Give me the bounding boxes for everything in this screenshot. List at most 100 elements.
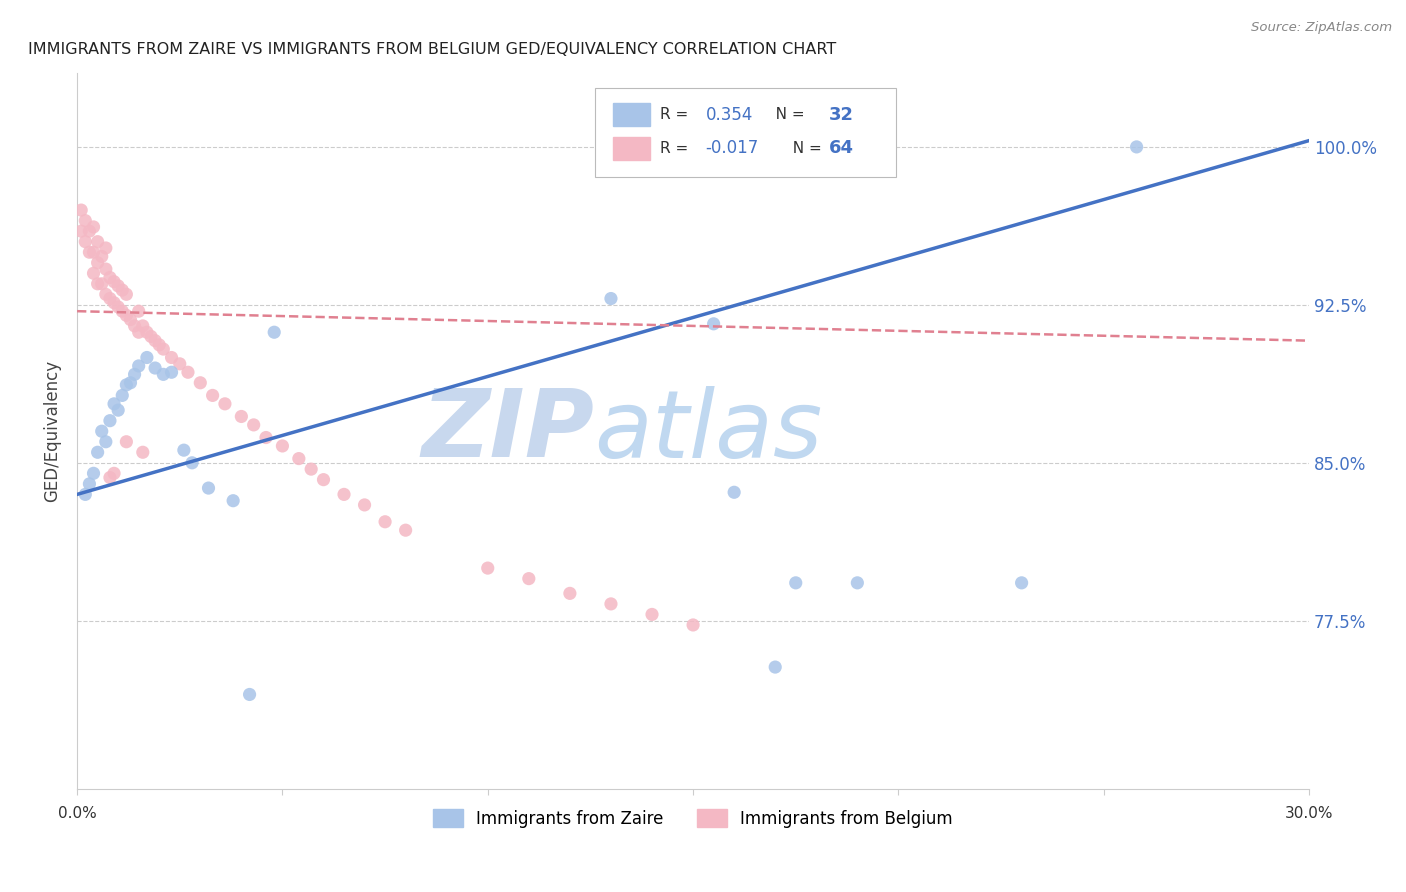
Point — [271, 439, 294, 453]
Text: R =: R = — [659, 107, 697, 122]
Point — [600, 597, 623, 611]
Point — [90, 424, 112, 438]
Point — [558, 586, 581, 600]
Point — [846, 575, 869, 590]
Point — [128, 359, 150, 373]
Point — [94, 241, 117, 255]
Text: N =: N = — [761, 107, 810, 122]
Point — [124, 368, 146, 382]
Point — [312, 473, 335, 487]
Point — [160, 351, 183, 365]
Point — [128, 304, 150, 318]
Point — [143, 361, 166, 376]
Point — [75, 487, 97, 501]
Text: N =: N = — [783, 141, 827, 156]
Point — [214, 397, 236, 411]
Point — [763, 660, 786, 674]
Point — [83, 467, 105, 481]
Point — [785, 575, 807, 590]
Point — [94, 287, 117, 301]
Text: -0.017: -0.017 — [706, 139, 759, 157]
Point — [79, 476, 101, 491]
Text: 0.354: 0.354 — [706, 106, 752, 124]
Point — [124, 318, 146, 333]
Point — [682, 618, 704, 632]
Point — [120, 376, 142, 390]
Point — [177, 365, 200, 379]
Point — [1125, 140, 1147, 154]
Legend: Immigrants from Zaire, Immigrants from Belgium: Immigrants from Zaire, Immigrants from B… — [426, 803, 960, 835]
Text: 0.0%: 0.0% — [58, 806, 97, 821]
Point — [152, 368, 174, 382]
Point — [90, 277, 112, 291]
Point — [103, 467, 125, 481]
Point — [70, 224, 93, 238]
FancyBboxPatch shape — [595, 87, 897, 177]
Point — [98, 292, 121, 306]
Point — [86, 445, 108, 459]
Point — [111, 304, 134, 318]
Point — [90, 249, 112, 263]
Point — [83, 266, 105, 280]
Point — [600, 292, 623, 306]
Point — [641, 607, 664, 622]
Point — [181, 456, 204, 470]
Point — [152, 342, 174, 356]
Point — [86, 256, 108, 270]
Point — [135, 351, 157, 365]
Point — [115, 287, 138, 301]
Point — [299, 462, 322, 476]
Text: 32: 32 — [828, 106, 853, 124]
Point — [148, 338, 170, 352]
Point — [239, 688, 262, 702]
Point — [120, 312, 142, 326]
Point — [703, 317, 725, 331]
Point — [263, 325, 285, 339]
Point — [115, 309, 138, 323]
Point — [107, 279, 129, 293]
Point — [353, 498, 375, 512]
Point — [197, 481, 219, 495]
Point — [374, 515, 396, 529]
Point — [254, 431, 277, 445]
Point — [75, 235, 97, 249]
Point — [128, 325, 150, 339]
Bar — [613, 137, 650, 160]
Point — [394, 523, 416, 537]
Text: 30.0%: 30.0% — [1285, 806, 1333, 821]
Point — [169, 357, 191, 371]
Point — [288, 451, 311, 466]
Text: R =: R = — [659, 141, 693, 156]
Point — [132, 445, 155, 459]
Point — [132, 318, 155, 333]
Point — [70, 203, 93, 218]
Point — [94, 262, 117, 277]
Point — [107, 300, 129, 314]
Point — [111, 388, 134, 402]
Point — [103, 295, 125, 310]
Y-axis label: GED/Equivalency: GED/Equivalency — [44, 360, 60, 502]
Point — [333, 487, 356, 501]
Point — [517, 572, 540, 586]
Point — [143, 334, 166, 348]
Point — [103, 275, 125, 289]
Point — [98, 470, 121, 484]
Text: ZIP: ZIP — [422, 385, 595, 477]
Point — [139, 329, 162, 343]
Point — [86, 235, 108, 249]
Point — [83, 245, 105, 260]
Point — [83, 219, 105, 234]
Point — [231, 409, 253, 424]
Point — [115, 434, 138, 449]
Text: IMMIGRANTS FROM ZAIRE VS IMMIGRANTS FROM BELGIUM GED/EQUIVALENCY CORRELATION CHA: IMMIGRANTS FROM ZAIRE VS IMMIGRANTS FROM… — [28, 42, 837, 57]
Point — [477, 561, 499, 575]
Point — [188, 376, 211, 390]
Point — [242, 417, 264, 432]
Text: atlas: atlas — [595, 385, 823, 476]
Point — [723, 485, 745, 500]
Point — [79, 224, 101, 238]
Point — [173, 443, 195, 458]
Bar — [613, 103, 650, 126]
Text: Source: ZipAtlas.com: Source: ZipAtlas.com — [1251, 21, 1392, 34]
Point — [79, 245, 101, 260]
